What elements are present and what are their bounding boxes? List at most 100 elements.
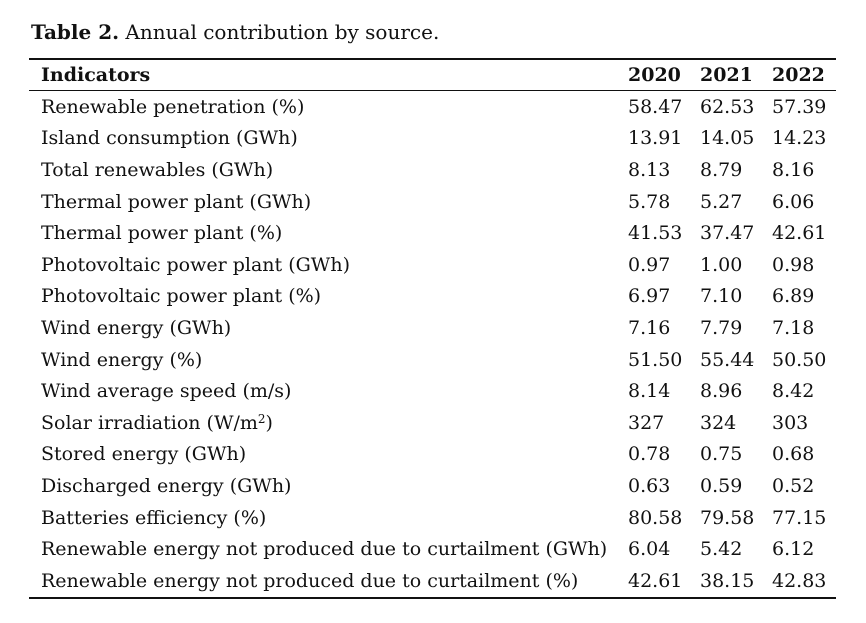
cell-value: 327	[628, 411, 665, 434]
row-label-text: Batteries efficiency (%)	[41, 506, 267, 529]
table-row: Renewable energy not produced due to cur…	[29, 565, 836, 598]
cell-value: 0.63	[628, 474, 671, 497]
row-label: Renewable energy not produced due to cur…	[29, 533, 617, 565]
row-label-text: Wind energy (GWh)	[41, 316, 232, 339]
row-label-text: Photovoltaic power plant (GWh)	[41, 253, 350, 276]
cell-value: 57.39	[772, 95, 827, 118]
cell-value: 0.52	[772, 474, 815, 497]
row-label: Discharged energy (GWh)	[29, 470, 617, 502]
row-label: Batteries efficiency (%)	[29, 502, 617, 534]
row-label: Solar irradiation (W/m2)	[29, 407, 617, 439]
row-label-text: Solar irradiation (W/m	[41, 411, 258, 434]
table-row: Photovoltaic power plant (%) 6.97 7.10 6.89	[29, 281, 836, 313]
row-label: Wind energy (GWh)	[29, 312, 617, 344]
cell-value: 77.15	[772, 506, 827, 529]
row-label: Renewable penetration (%)	[29, 91, 617, 123]
cell-value: 7.79	[700, 316, 743, 339]
row-label: Stored energy (GWh)	[29, 439, 617, 471]
cell-value: 51.50	[628, 348, 683, 371]
cell-value: 7.10	[700, 285, 743, 308]
cell-value: 58.47	[628, 95, 683, 118]
row-label: Photovoltaic power plant (%)	[29, 281, 617, 313]
row-label-text: Photovoltaic power plant (%)	[41, 285, 322, 308]
cell-value: 6.12	[772, 538, 815, 561]
cell-value: 0.68	[772, 443, 815, 466]
cell-value: 0.97	[628, 253, 671, 276]
row-label: Thermal power plant (%)	[29, 217, 617, 249]
contribution-table: Indicators 2020 2021 2022 Renewable pene…	[29, 58, 836, 599]
row-label-suffix: )	[265, 411, 273, 434]
table-row: Wind energy (%) 51.50 55.44 50.50	[29, 344, 836, 376]
cell-value: 5.78	[628, 190, 671, 213]
row-label-text: Island consumption (GWh)	[41, 127, 298, 150]
cell-value: 303	[772, 411, 809, 434]
cell-value: 41.53	[628, 222, 683, 245]
table-row: Renewable energy not produced due to cur…	[29, 533, 836, 565]
row-label: Island consumption (GWh)	[29, 123, 617, 155]
table-row: Thermal power plant (%) 41.53 37.47 42.61	[29, 217, 836, 249]
table-row: Stored energy (GWh) 0.78 0.75 0.68	[29, 439, 836, 471]
cell-value: 8.16	[772, 158, 815, 181]
row-label: Wind average speed (m/s)	[29, 375, 617, 407]
header-indicators: Indicators	[41, 64, 151, 86]
cell-value: 13.91	[628, 127, 683, 150]
cell-value: 38.15	[700, 569, 755, 592]
cell-value: 7.18	[772, 316, 815, 339]
cell-value: 37.47	[700, 222, 755, 245]
row-label-text: Wind average speed (m/s)	[41, 380, 292, 403]
cell-value: 79.58	[700, 506, 755, 529]
cell-value: 8.79	[700, 158, 743, 181]
cell-value: 7.16	[628, 316, 671, 339]
cell-value: 0.75	[700, 443, 743, 466]
table-row: Total renewables (GWh) 8.13 8.79 8.16	[29, 154, 836, 186]
cell-value: 42.83	[772, 569, 827, 592]
header-year: 2022	[772, 64, 825, 86]
table-header-row: Indicators 2020 2021 2022	[29, 59, 836, 91]
cell-value: 8.42	[772, 380, 815, 403]
caption-text: Annual contribution by source.	[119, 20, 440, 44]
cell-value: 0.78	[628, 443, 671, 466]
cell-value: 8.13	[628, 158, 671, 181]
row-label: Total renewables (GWh)	[29, 154, 617, 186]
table-row: Wind average speed (m/s) 8.14 8.96 8.42	[29, 375, 836, 407]
table-row: Island consumption (GWh) 13.91 14.05 14.23	[29, 123, 836, 155]
row-label: Wind energy (%)	[29, 344, 617, 376]
cell-value: 6.89	[772, 285, 815, 308]
row-label: Photovoltaic power plant (GWh)	[29, 249, 617, 281]
cell-value: 0.98	[772, 253, 815, 276]
cell-value: 6.04	[628, 538, 671, 561]
table-row: Batteries efficiency (%) 80.58 79.58 77.15	[29, 502, 836, 534]
cell-value: 14.05	[700, 127, 755, 150]
row-label-text: Total renewables (GWh)	[41, 158, 274, 181]
cell-value: 50.50	[772, 348, 827, 371]
row-label-text: Thermal power plant (%)	[41, 222, 283, 245]
row-label: Thermal power plant (GWh)	[29, 186, 617, 218]
cell-value: 42.61	[628, 569, 683, 592]
row-label-text: Wind energy (%)	[41, 348, 203, 371]
row-label-superscript: 2	[257, 411, 266, 426]
cell-value: 8.96	[700, 380, 743, 403]
row-label-text: Thermal power plant (GWh)	[41, 190, 312, 213]
cell-value: 324	[700, 411, 737, 434]
table-row: Wind energy (GWh) 7.16 7.79 7.18	[29, 312, 836, 344]
cell-value: 0.59	[700, 474, 743, 497]
cell-value: 6.97	[628, 285, 671, 308]
row-label-text: Stored energy (GWh)	[41, 443, 247, 466]
row-label-text: Renewable penetration (%)	[41, 95, 305, 118]
table-row: Renewable penetration (%) 58.47 62.53 57.39	[29, 91, 836, 123]
cell-value: 62.53	[700, 95, 755, 118]
row-label-text: Renewable energy not produced due to cur…	[41, 569, 579, 592]
cell-value: 42.61	[772, 222, 827, 245]
table-body: Renewable penetration (%) 58.47 62.53 57.39…	[29, 91, 836, 598]
row-label: Renewable energy not produced due to cur…	[29, 565, 617, 598]
cell-value: 14.23	[772, 127, 827, 150]
table-row: Thermal power plant (GWh) 5.78 5.27 6.06	[29, 186, 836, 218]
cell-value: 8.14	[628, 380, 671, 403]
table-row: Solar irradiation (W/m2) 327 324 303	[29, 407, 836, 439]
row-label-text: Renewable energy not produced due to cur…	[41, 538, 608, 561]
header-year: 2020	[628, 64, 681, 86]
table-row: Photovoltaic power plant (GWh) 0.97 1.00 0.…	[29, 249, 836, 281]
cell-value: 6.06	[772, 190, 815, 213]
row-label-text: Discharged energy (GWh)	[41, 474, 292, 497]
header-year: 2021	[700, 64, 753, 86]
